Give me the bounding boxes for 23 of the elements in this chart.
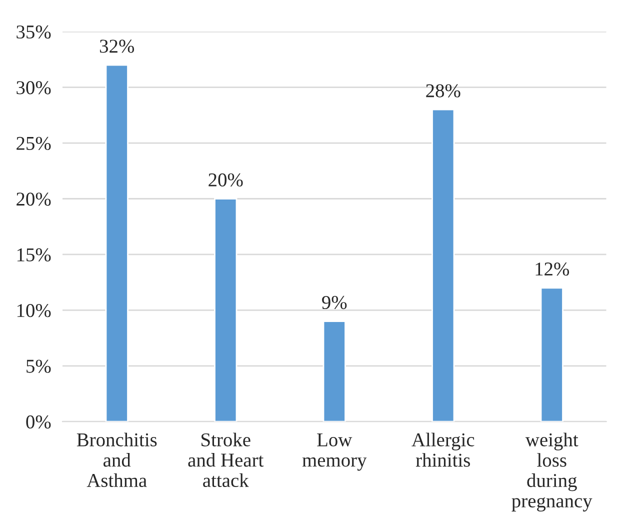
x-tick-label: Stroke and Heart attack [188, 432, 264, 488]
x-tick-label: Bronchitis and Asthma [76, 432, 157, 488]
x-tick-label: weight loss during pregnancy [512, 432, 592, 512]
y-tick-label: 20% [16, 192, 51, 206]
x-tick-label: Allergic rhinitis [412, 432, 474, 467]
data-label: 12% [536, 262, 570, 276]
bar [432, 108, 455, 422]
data-label: 32% [100, 40, 134, 53]
y-tick-label: 15% [17, 248, 51, 262]
data-label: 20% [208, 173, 243, 187]
y-tick-label: 35% [16, 25, 51, 39]
bar [105, 64, 128, 422]
y-tick-label: 25% [16, 136, 51, 150]
y-tick-label: 0% [26, 415, 51, 429]
data-label: 28% [426, 84, 460, 98]
y-tick-label: 5% [26, 360, 51, 373]
x-tick-label: Low memory [302, 433, 367, 471]
bar [322, 320, 346, 422]
data-label: 9% [322, 296, 347, 310]
y-tick-label: 30% [16, 81, 51, 94]
y-tick-label: 10% [17, 304, 51, 318]
bar [214, 198, 238, 422]
bar [540, 287, 564, 422]
